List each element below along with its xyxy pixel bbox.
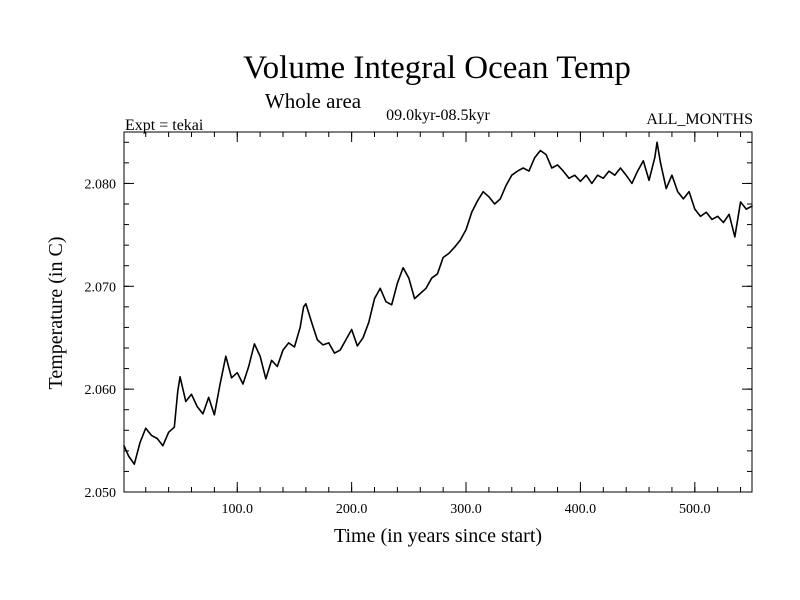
experiment-label: Expt = tekai xyxy=(125,117,204,134)
x-tick-label: 500.0 xyxy=(679,502,711,517)
chart-title: Volume Integral Ocean Temp xyxy=(243,50,631,86)
y-tick-label: 2.060 xyxy=(85,383,117,398)
x-tick-label: 400.0 xyxy=(565,502,597,517)
x-tick-label: 200.0 xyxy=(336,502,368,517)
plot-area: 100.0 200.0 300.0 400.0 500.0 2.050 2.060 2.070… xyxy=(85,132,753,517)
plot-frame xyxy=(123,131,753,493)
x-axis-label: Time (in years since start) xyxy=(334,525,542,547)
series-line xyxy=(123,141,753,466)
x-tick-label: 100.0 xyxy=(221,502,253,517)
y-tick-label: 2.070 xyxy=(85,280,117,295)
chart-subtitle: Whole area xyxy=(265,89,362,113)
y-axis-label: Temperature (in C) xyxy=(45,237,67,390)
y-tick-label: 2.050 xyxy=(85,486,117,501)
period-label: 09.0kyr-08.5kyr xyxy=(386,107,490,124)
months-label: ALL_MONTHS xyxy=(646,111,753,128)
y-tick-label: 2.080 xyxy=(85,177,117,192)
x-tick-label: 300.0 xyxy=(450,502,482,517)
